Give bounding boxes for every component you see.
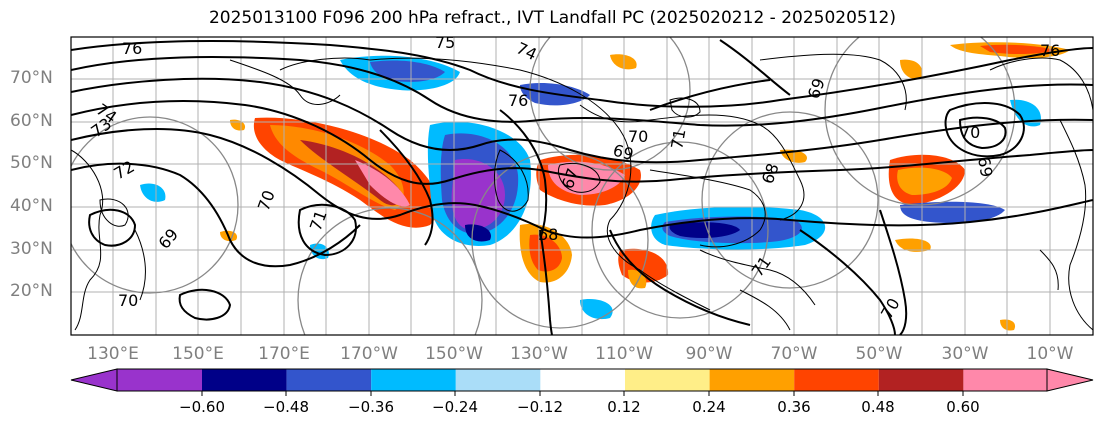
lat-label-20n: 20°N (10, 281, 53, 301)
lat-label-30n: 30°N (10, 239, 53, 259)
colorbar-tick-label: −0.60 (179, 398, 225, 416)
colorbar-segment (963, 369, 1047, 391)
colorbar-segment (371, 369, 456, 391)
colorbar-tick-label: −0.24 (432, 398, 478, 416)
lon-label: 170°W (340, 344, 398, 364)
colorbar-segment (202, 369, 287, 391)
colorbar (70, 368, 1094, 396)
lon-label: 150°E (172, 344, 224, 364)
colorbar-tick-label: 0.60 (946, 398, 980, 416)
contour-label: 70 (118, 291, 138, 310)
contour-label: 70 (960, 123, 980, 142)
lat-label-50n: 50°N (10, 153, 53, 173)
colorbar-segment (455, 369, 541, 391)
contour-label: 76 (1040, 41, 1060, 60)
contour-label: 76 (122, 39, 142, 58)
lon-label: 70°W (770, 344, 818, 364)
colorbar-segment (540, 369, 625, 391)
lat-label-60n: 60°N (10, 111, 53, 131)
lon-label: 170°E (258, 344, 310, 364)
lat-label-40n: 40°N (10, 196, 53, 216)
lon-label: 30°W (941, 344, 989, 364)
lat-label-70n: 70°N (10, 68, 53, 88)
lon-label: 110°W (595, 344, 653, 364)
colorbar-tick-label: 0.36 (777, 398, 811, 416)
colorbar-segment (625, 369, 710, 391)
colorbar-segment (878, 369, 964, 391)
colorbar-right-arrow (1046, 368, 1094, 392)
contour-label: 71 (667, 127, 689, 150)
lon-label: 90°W (685, 344, 733, 364)
colorbar-tick-label: −0.12 (517, 398, 563, 416)
colorbar-segment (709, 369, 795, 391)
refractivity-contours (71, 39, 1093, 335)
contour-label: 69 (611, 141, 636, 165)
contour-label: 68 (538, 225, 558, 244)
colorbar-tick-label: −0.48 (263, 398, 309, 416)
contour-label: 69 (974, 155, 996, 178)
contour-label: 76 (508, 91, 528, 110)
lon-label: 150°W (425, 344, 483, 364)
colorbar-tick-label: −0.36 (348, 398, 394, 416)
colorbar-segment (794, 369, 879, 391)
lon-label: 10°W (1026, 344, 1074, 364)
colorbar-border (116, 368, 1048, 392)
lon-label: 50°W (855, 344, 903, 364)
colorbar-tick-label: 0.24 (692, 398, 726, 416)
map-frame (70, 36, 1094, 336)
range-circles (71, 37, 1016, 335)
colorbar-segment (286, 369, 372, 391)
minor-contours (494, 97, 701, 212)
colorbar-left-arrow (70, 368, 118, 392)
colorbar-tick-label: 0.48 (861, 398, 895, 416)
map-title: 2025013100 F096 200 hPa refract., IVT La… (208, 8, 896, 28)
colorbar-tick-label: 0.12 (607, 398, 641, 416)
lon-label: 130°E (87, 344, 139, 364)
contour-label: 70 (628, 127, 648, 146)
lon-label: 130°W (510, 344, 568, 364)
contour-label: 75 (435, 33, 455, 52)
colorbar-segment (117, 369, 202, 391)
